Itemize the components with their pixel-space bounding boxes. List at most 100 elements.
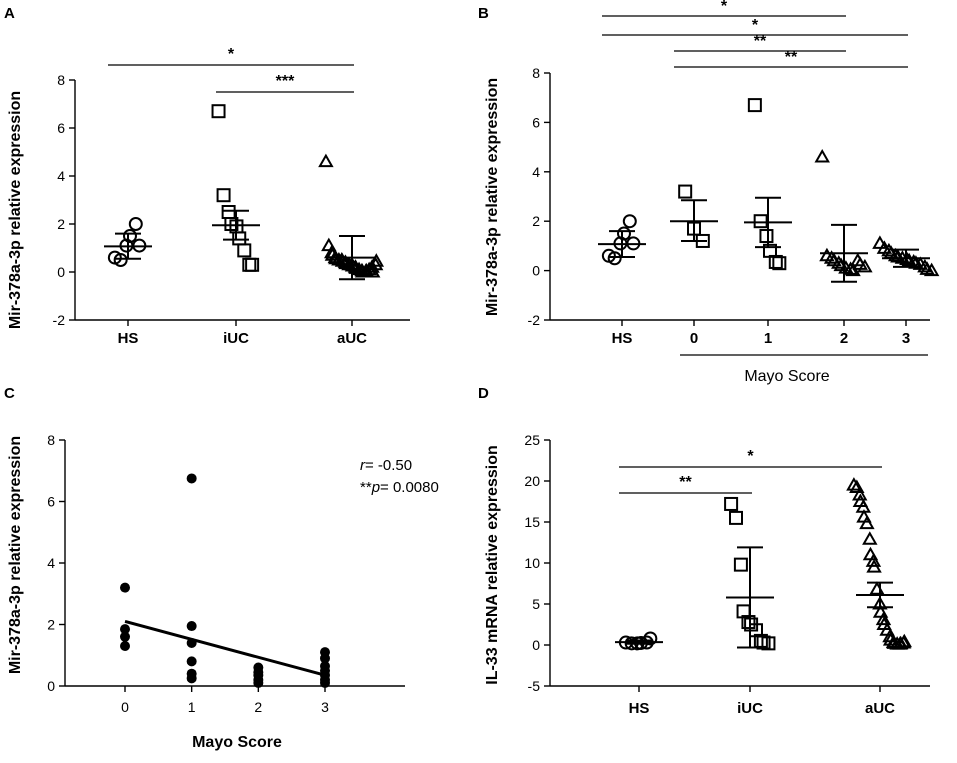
panel-b-point [772,256,787,271]
panel-a-point [237,243,252,258]
panel-d-point [859,515,875,530]
panel-d-y-tick-label: 10 [524,555,540,571]
panel-b-category-label: 0 [690,330,698,347]
panel-a-significance-label: *** [276,73,295,90]
panel-d-point [865,553,882,567]
panel-b-point [616,226,631,241]
panel-a-y-tick-label: 0 [57,264,65,280]
panel-a-point [364,263,381,278]
panel-c-p-value: = 0.0080 [380,479,439,496]
panel-a-point [128,217,143,231]
panel-c: C Mir-378a-3p relative expression Mayo S… [4,385,439,751]
panel-b-point [814,148,830,163]
panel-b-point [622,214,637,229]
panel-b-significance-label: ** [785,49,798,66]
panel-c-point [120,582,130,593]
panel-c-ylabel: Mir-378a-3p relative expression [7,436,24,674]
panel-c-p-annotation: **p= 0.0080 [360,479,439,496]
panel-d-y-tick-label: 20 [524,473,540,489]
panel-a-point [216,188,231,203]
panel-c-label: C [4,385,15,402]
panel-a-y-tick-label: -2 [53,312,66,328]
panel-a-point [368,253,385,267]
panel-c-regression-line [124,619,326,677]
panel-d-point [862,531,878,545]
panel-d-significance-label: ** [679,474,692,491]
panel-b: B Mir-378a-3p relative expression Mayo S… [478,0,940,385]
panel-c-point [320,677,330,688]
panel-c-point [186,621,197,632]
panel-c-point [120,641,130,652]
panel-d-category-label: aUC [865,700,895,717]
panel-c-x-tick-label: 1 [188,699,196,715]
panel-b-category-label: HS [612,330,633,347]
panel-b-point [607,251,622,266]
panel-b-category-label: 2 [840,330,848,347]
panel-c-point [253,677,264,688]
panel-a-label: A [4,5,15,22]
panel-c-r-annotation: r= -0.50 [360,457,412,474]
panel-b-y-tick-label: 2 [532,213,540,229]
panel-c-r-label: r [360,457,366,474]
panel-b-point [857,258,873,273]
panel-a-category-label: iUC [223,330,249,347]
panel-b-significance-label: * [752,17,759,34]
panel-b-point [923,262,940,277]
panel-b-y-tick-label: 8 [532,65,540,81]
panel-d-point [741,615,756,630]
panel-c-r-value: = -0.50 [365,457,412,474]
panel-c-x-tick-label: 3 [321,699,329,715]
panel-a-point [367,256,384,271]
panel-b-significance-label: * [721,0,728,15]
panel-d-significance-label: * [747,448,754,465]
panel-d-point [866,559,882,573]
panel-d-point [852,486,868,501]
panel-d-category-label: iUC [737,700,763,717]
panel-d-category-label: HS [629,700,650,717]
panel-a-category-label: aUC [337,330,367,347]
panel-b-y-tick-label: 0 [532,263,540,279]
panel-b-y-tick-label: 6 [532,114,540,130]
panel-a-point [245,257,260,272]
panel-b-y-tick-label: 4 [532,164,540,180]
panel-b-point [887,247,904,262]
panel-c-point [120,631,130,642]
panel-a-point [122,229,137,243]
panel-c-point [320,653,330,664]
panel-d-point [733,557,748,572]
panel-d-label: D [478,385,489,402]
panel-a-y-tick-label: 4 [57,168,65,184]
panel-d-y-tick-label: 15 [524,514,540,530]
panel-a-point [348,260,364,274]
panel-b-point [872,235,888,249]
panel-b-group-label: Mayo Score [744,368,829,385]
panel-c-y-tick-label: 0 [47,678,55,694]
panel-a-ylabel: Mir-378a-3p relative expression [7,91,24,329]
panel-d-ylabel: IL-33 mRNA relative expression [484,445,501,685]
panel-c-p-prefix: ** [360,479,372,496]
panel-d-y-tick-label: 0 [532,637,540,653]
panel-d-point [896,633,913,648]
panel-c-p-label: p [371,479,380,496]
panel-a-point [221,205,236,219]
panel-a-point [113,253,128,267]
panel-d-point [724,496,739,511]
panel-b-y-tick-label: -2 [528,312,541,328]
panel-a: A Mir-378a-3p relative expression -2 0 2 4 6… [4,5,410,347]
panel-a-significance-label: * [228,46,235,63]
panel-c-y-tick-label: 4 [47,555,55,571]
panel-b-point [768,254,783,269]
panel-a-category-label: HS [118,330,139,347]
panel-d-y-tick-label: -5 [528,678,541,694]
panel-a-y-tick-label: 8 [57,72,65,88]
panel-b-label: B [478,5,489,22]
panel-c-point [186,656,197,667]
panel-d-y-tick-label: 25 [524,432,540,448]
panel-c-point [186,673,197,684]
panel-b-ylabel: Mir-378a-3p relative expression [484,78,501,316]
panel-b-point [747,98,762,113]
panel-c-point [120,624,130,635]
panel-d-point [869,581,885,595]
